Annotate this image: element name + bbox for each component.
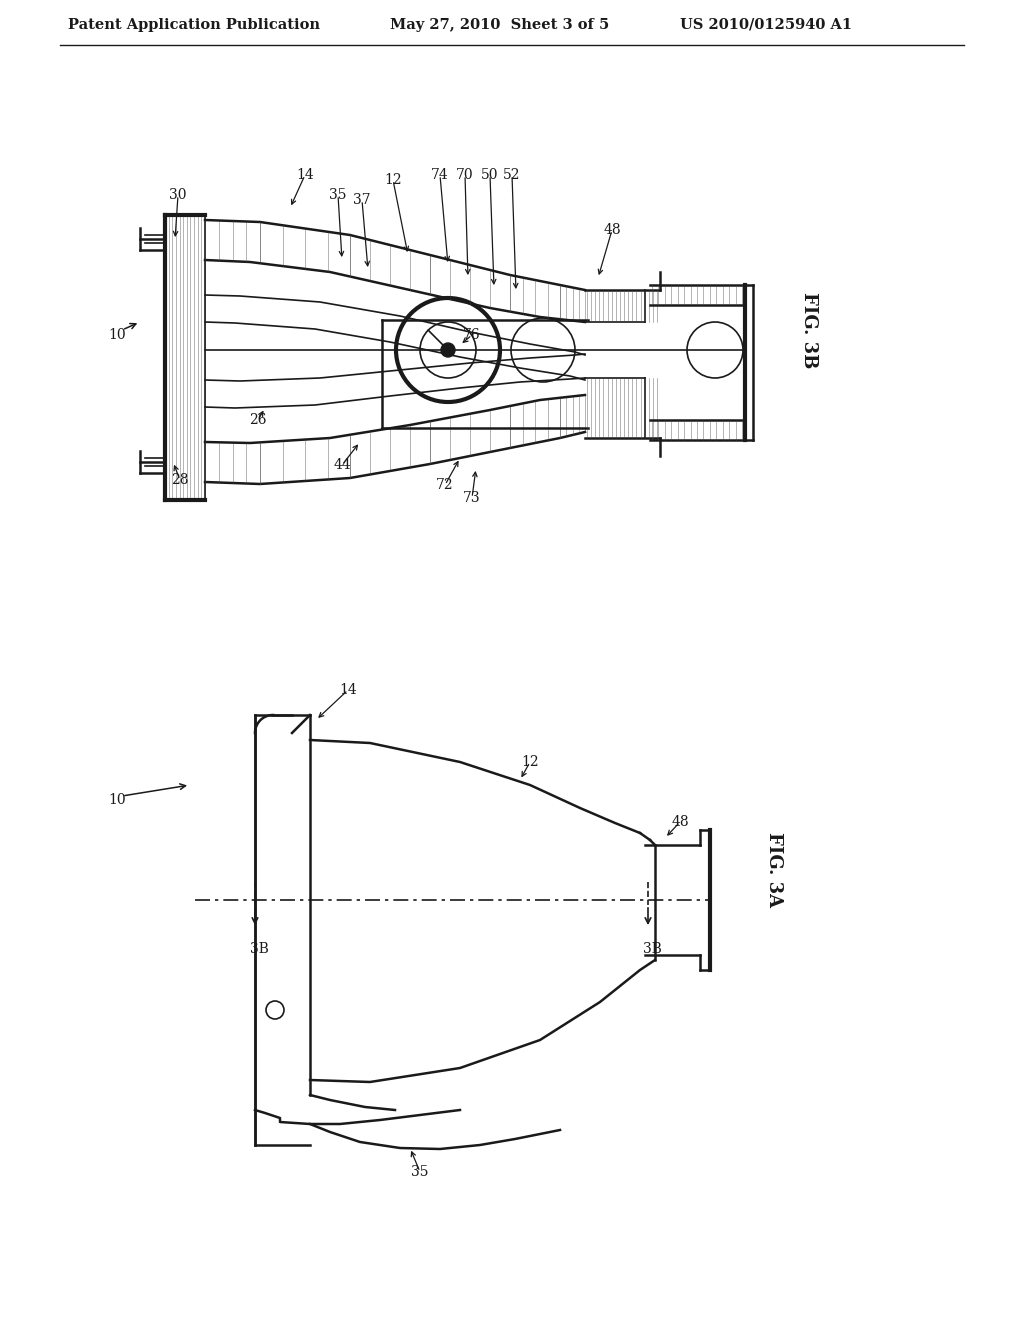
Text: FIG. 3A: FIG. 3A: [765, 833, 783, 908]
Text: 70: 70: [456, 168, 474, 182]
Text: 52: 52: [503, 168, 521, 182]
Text: 12: 12: [384, 173, 401, 187]
Text: 3B: 3B: [250, 942, 268, 956]
Text: 10: 10: [108, 793, 126, 807]
Text: 3B: 3B: [643, 942, 662, 956]
Text: Patent Application Publication: Patent Application Publication: [68, 18, 319, 32]
Text: May 27, 2010  Sheet 3 of 5: May 27, 2010 Sheet 3 of 5: [390, 18, 609, 32]
Text: 74: 74: [431, 168, 449, 182]
Text: 50: 50: [481, 168, 499, 182]
Text: 12: 12: [521, 755, 539, 770]
Text: 72: 72: [436, 478, 454, 492]
Text: FIG. 3B: FIG. 3B: [800, 292, 818, 368]
Text: 28: 28: [171, 473, 188, 487]
Text: 35: 35: [330, 187, 347, 202]
Circle shape: [441, 343, 455, 356]
Text: 14: 14: [296, 168, 314, 182]
Text: 48: 48: [603, 223, 621, 238]
Text: 26: 26: [249, 413, 266, 426]
Text: 35: 35: [412, 1166, 429, 1179]
Text: 76: 76: [463, 327, 481, 342]
Text: 10: 10: [108, 327, 126, 342]
Text: US 2010/0125940 A1: US 2010/0125940 A1: [680, 18, 852, 32]
Text: 14: 14: [339, 682, 357, 697]
Text: 30: 30: [169, 187, 186, 202]
Text: 37: 37: [353, 193, 371, 207]
Text: 73: 73: [463, 491, 481, 506]
Text: 44: 44: [333, 458, 351, 473]
Text: 48: 48: [671, 814, 689, 829]
